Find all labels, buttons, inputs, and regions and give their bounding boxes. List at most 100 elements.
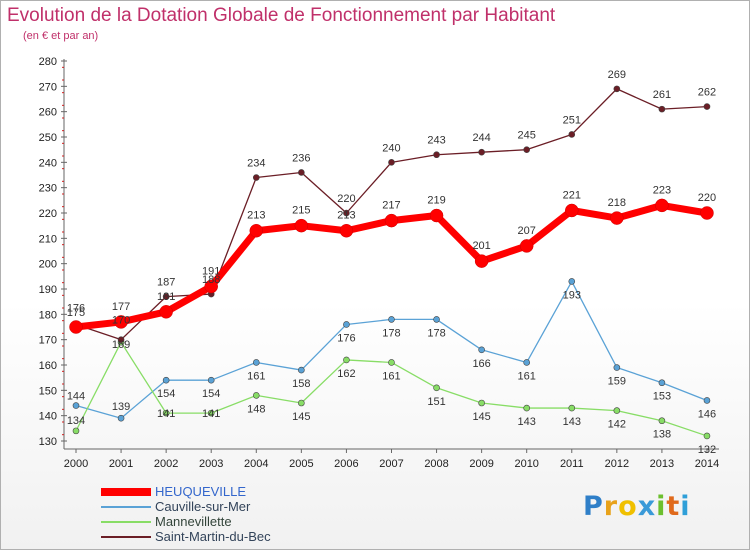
x-tick-label: 2012 — [605, 458, 629, 470]
data-point-mannevillette — [72, 427, 80, 435]
data-point-heuqueville — [700, 206, 714, 220]
x-tick-label: 2000 — [64, 458, 88, 470]
data-point-saint-martin-du-bec — [343, 209, 350, 217]
data-point-mannevillette — [207, 409, 215, 417]
data-label-cauville-sur-mer: 139 — [112, 401, 130, 413]
legend-label: Saint-Martin-du-Bec — [155, 529, 271, 544]
legend-swatch — [101, 487, 151, 496]
data-label-cauville-sur-mer: 161 — [247, 370, 265, 382]
data-label-cauville-sur-mer: 178 — [427, 327, 445, 339]
data-point-heuqueville — [159, 305, 173, 319]
data-label-heuqueville: 223 — [653, 184, 671, 196]
data-point-saint-martin-du-bec — [478, 148, 485, 156]
y-tick-label: 180 — [39, 309, 57, 321]
data-label-saint-martin-du-bec: 220 — [337, 193, 355, 205]
y-tick-label: 280 — [39, 56, 57, 68]
data-label-mannevillette: 138 — [653, 429, 671, 441]
data-label-mannevillette: 143 — [518, 416, 536, 428]
data-label-mannevillette: 145 — [472, 411, 490, 423]
data-point-cauville-sur-mer — [162, 376, 170, 384]
data-label-cauville-sur-mer: 144 — [67, 391, 85, 403]
data-label-saint-martin-du-bec: 261 — [653, 89, 671, 101]
data-point-saint-martin-du-bec — [703, 103, 711, 110]
y-tick-label: 160 — [39, 360, 57, 372]
chart-subtitle: (en € et par an) — [23, 30, 99, 42]
data-point-cauville-sur-mer — [658, 379, 666, 387]
data-point-heuqueville — [114, 315, 128, 329]
data-point-mannevillette — [658, 417, 666, 425]
data-label-saint-martin-du-bec: 187 — [157, 277, 175, 289]
data-point-cauville-sur-mer — [72, 402, 80, 409]
data-label-heuqueville: 213 — [337, 210, 355, 222]
data-point-mannevillette — [478, 399, 485, 407]
data-label-cauville-sur-mer: 154 — [157, 388, 175, 400]
data-point-mannevillette — [433, 384, 440, 392]
data-label-cauville-sur-mer: 166 — [472, 358, 490, 370]
data-label-mannevillette: 141 — [202, 408, 220, 420]
legend-swatch — [101, 535, 151, 538]
data-label-mannevillette: 141 — [157, 408, 175, 420]
data-label-saint-martin-du-bec: 251 — [563, 114, 581, 126]
data-point-saint-martin-du-bec — [568, 131, 576, 138]
x-tick-label: 2008 — [424, 458, 448, 470]
data-label-mannevillette: 143 — [563, 416, 581, 428]
x-tick-label: 2009 — [469, 458, 493, 470]
data-label-saint-martin-du-bec: 234 — [247, 158, 265, 170]
x-tick-label: 2006 — [334, 458, 358, 470]
chart-title: Evolution de la Dotation Globale de Fonc… — [7, 5, 556, 26]
legend-item: Mannevillette — [101, 514, 271, 529]
legend-swatch — [101, 505, 151, 508]
legend-label: Mannevillette — [155, 514, 232, 529]
data-point-mannevillette — [703, 432, 711, 440]
x-tick-label: 2011 — [560, 458, 584, 470]
legend-swatch — [101, 520, 151, 523]
data-point-cauville-sur-mer — [388, 316, 395, 323]
data-label-saint-martin-du-bec: 243 — [427, 135, 445, 147]
data-point-saint-martin-du-bec — [252, 174, 260, 181]
data-label-mannevillette: 151 — [427, 396, 445, 408]
data-point-heuqueville — [294, 218, 309, 233]
x-tick-label: 2005 — [289, 458, 313, 470]
x-tick-label: 2014 — [695, 458, 719, 470]
data-label-cauville-sur-mer: 193 — [563, 289, 581, 301]
data-label-mannevillette: 134 — [67, 415, 85, 427]
data-point-saint-martin-du-bec — [117, 336, 125, 343]
data-label-cauville-sur-mer: 178 — [382, 327, 400, 339]
x-tick-label: 2003 — [199, 458, 223, 470]
data-label-heuqueville: 219 — [427, 195, 445, 207]
y-tick-label: 170 — [39, 335, 57, 347]
data-label-mannevillette: 148 — [247, 403, 265, 415]
proxiti-logo: Proxiti — [583, 491, 691, 522]
data-point-cauville-sur-mer — [433, 316, 440, 323]
data-label-heuqueville: 218 — [608, 197, 626, 209]
data-point-cauville-sur-mer — [703, 397, 711, 404]
data-point-mannevillette — [298, 399, 305, 407]
data-point-saint-martin-du-bec — [298, 169, 305, 176]
data-point-cauville-sur-mer — [298, 366, 305, 374]
data-label-cauville-sur-mer: 158 — [292, 378, 310, 390]
legend-item: HEUQUEVILLE — [101, 484, 271, 499]
legend-label: Cauville-sur-Mer — [155, 499, 251, 514]
data-label-cauville-sur-mer: 146 — [698, 408, 716, 420]
data-label-heuqueville: 181 — [157, 291, 175, 303]
logo-letter: i — [656, 491, 667, 522]
data-point-heuqueville — [519, 239, 534, 253]
data-label-cauville-sur-mer: 154 — [202, 388, 220, 400]
data-label-saint-martin-du-bec: 245 — [518, 130, 536, 142]
data-label-saint-martin-du-bec: 176 — [67, 302, 85, 314]
y-tick-label: 190 — [39, 284, 57, 296]
logo-letter: x — [637, 491, 657, 522]
data-point-saint-martin-du-bec — [162, 293, 170, 300]
x-tick-label: 2010 — [514, 458, 538, 470]
legend-item: Cauville-sur-Mer — [101, 499, 271, 514]
data-label-heuqueville: 201 — [472, 240, 490, 252]
data-label-mannevillette: 142 — [608, 419, 626, 431]
data-label-saint-martin-du-bec: 269 — [608, 69, 626, 81]
logo-letter: i — [680, 491, 691, 522]
logo-letter: r — [603, 491, 619, 522]
data-label-saint-martin-du-bec: 170 — [112, 315, 130, 327]
data-point-mannevillette — [523, 404, 531, 412]
y-tick-label: 230 — [39, 183, 57, 195]
data-label-cauville-sur-mer: 159 — [608, 376, 626, 388]
